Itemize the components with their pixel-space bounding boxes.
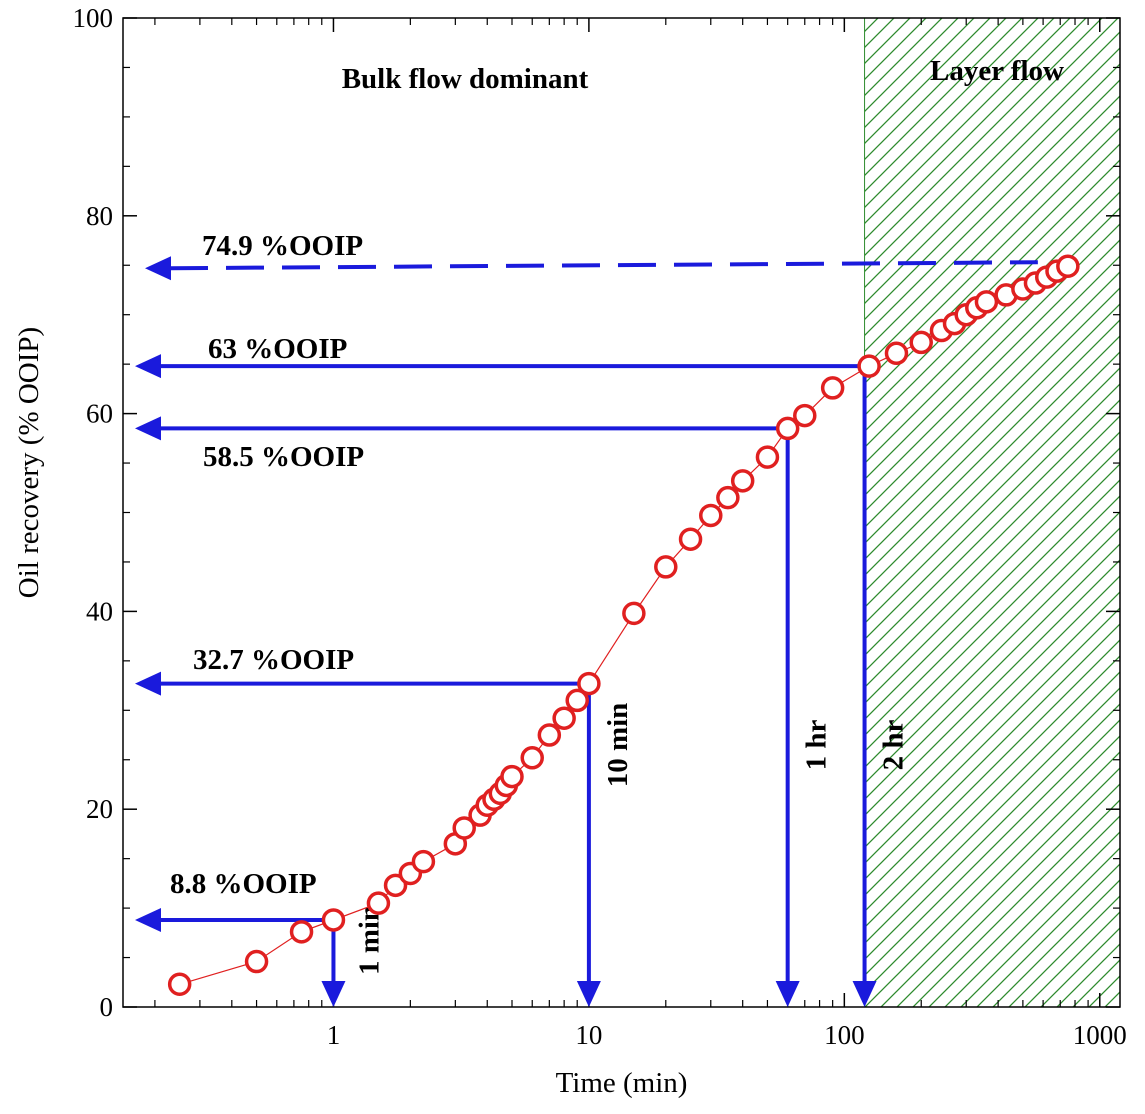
data-point bbox=[1056, 254, 1080, 278]
data-point bbox=[730, 469, 755, 493]
y-tick-label: 60 bbox=[86, 399, 113, 429]
data-point bbox=[716, 485, 740, 510]
time-marker-label: 2 hr bbox=[878, 719, 910, 770]
x-axis-title: Time (min) bbox=[556, 1067, 688, 1099]
recovery-arrowhead bbox=[135, 354, 161, 379]
data-point bbox=[244, 949, 269, 974]
data-point bbox=[452, 816, 476, 840]
dashed-arrowhead bbox=[145, 256, 171, 281]
data-point bbox=[678, 527, 703, 551]
dashed-recovery-line bbox=[169, 260, 1038, 271]
recovery-callout-label: 58.5 %OOIP bbox=[203, 441, 364, 473]
recovery-callout-label: 74.9 %OOIP bbox=[202, 230, 363, 262]
layer-flow-label: Layer flow bbox=[930, 55, 1064, 87]
data-point bbox=[411, 849, 436, 874]
layer-flow-region bbox=[864, 17, 1121, 1008]
x-tick-label: 10 bbox=[575, 1020, 602, 1050]
time-marker-arrowhead bbox=[576, 981, 601, 1007]
y-tick-label: 40 bbox=[86, 596, 113, 626]
time-marker-arrowhead bbox=[321, 981, 346, 1007]
data-point bbox=[321, 908, 346, 932]
data-point bbox=[552, 706, 576, 730]
recovery-arrowhead bbox=[135, 907, 161, 932]
recovery-callout-label: 63 %OOIP bbox=[208, 333, 347, 365]
data-point bbox=[884, 341, 909, 366]
x-tick-label: 100 bbox=[824, 1020, 865, 1050]
y-axis-title: Oil recovery (% OOIP) bbox=[13, 327, 45, 598]
data-point bbox=[974, 290, 999, 314]
data-point bbox=[775, 416, 800, 441]
time-marker-label: 1 min bbox=[353, 905, 385, 975]
data-point bbox=[537, 723, 562, 747]
recovery-callout-label: 32.7 %OOIP bbox=[193, 644, 354, 676]
data-point bbox=[622, 601, 646, 626]
recovery-arrowhead bbox=[135, 671, 161, 696]
data-point bbox=[289, 920, 314, 944]
recovery-arrowhead bbox=[135, 416, 161, 441]
recovery-callout-label: 8.8 %OOIP bbox=[170, 868, 317, 900]
data-point bbox=[755, 445, 780, 469]
data-point bbox=[909, 330, 933, 355]
time-marker-label: 1 hr bbox=[801, 719, 833, 770]
data-point bbox=[500, 764, 524, 789]
y-tick-label: 0 bbox=[100, 992, 114, 1022]
time-marker-label: 10 min bbox=[602, 703, 634, 788]
annotation-layer: 8.8 %OOIP 32.7 %OOIP 58.5 %OOIP 63 %OOIP 74.… bbox=[135, 230, 1038, 1007]
time-marker-arrowhead bbox=[775, 981, 800, 1007]
time-marker-arrowhead bbox=[852, 981, 877, 1007]
data-point bbox=[793, 403, 817, 428]
data-point bbox=[820, 376, 845, 400]
x-tick-label: 1000 bbox=[1073, 1020, 1127, 1050]
bulk-flow-label: Bulk flow dominant bbox=[342, 63, 589, 95]
data-series bbox=[167, 254, 1080, 997]
data-point bbox=[565, 688, 589, 713]
y-tick-label: 100 bbox=[73, 3, 114, 33]
data-point bbox=[383, 873, 408, 898]
x-tick-label: 1 bbox=[327, 1020, 341, 1050]
data-point bbox=[654, 555, 678, 579]
data-point bbox=[577, 671, 601, 696]
data-point bbox=[520, 746, 544, 770]
data-point bbox=[366, 891, 391, 915]
axis-ticks: 0 20 40 60 80 100 1 10 100 1000 bbox=[73, 3, 1127, 1050]
data-point bbox=[167, 972, 192, 997]
y-tick-label: 20 bbox=[86, 794, 113, 824]
data-point bbox=[699, 503, 723, 528]
y-tick-label: 80 bbox=[86, 201, 113, 231]
data-point bbox=[857, 354, 881, 378]
